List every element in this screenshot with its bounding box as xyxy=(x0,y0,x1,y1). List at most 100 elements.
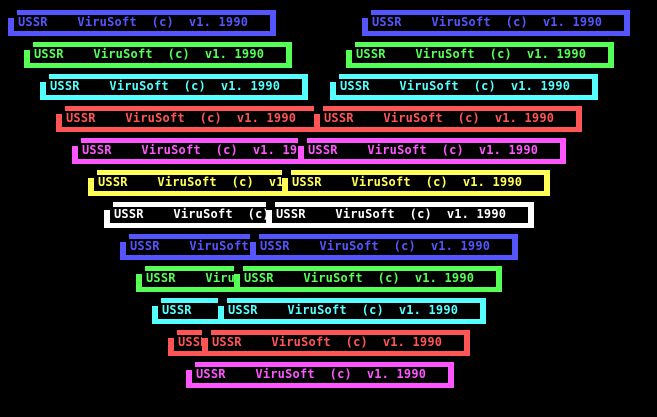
left-banner-2: USSR ViruSoft (c) v1. 1990 xyxy=(40,74,308,100)
banner-product: ViruSoft xyxy=(303,271,363,285)
banner-org: USSR xyxy=(114,207,144,221)
banner-frame-bar-right xyxy=(576,106,582,132)
banner-org: USSR xyxy=(356,47,386,61)
banner-frame-bar-bottom xyxy=(72,159,340,164)
banner-frame-bar-left xyxy=(168,338,174,356)
banner-text: USSR ViruSoft (c) v1. 1990 xyxy=(34,48,264,61)
banner-org: USSR xyxy=(260,239,290,253)
banner-text: USSR ViruSoft (c) v1. 1990 xyxy=(340,80,570,93)
banner-copyright: (c) xyxy=(231,175,254,189)
banner-frame-bar-bottom xyxy=(298,159,566,164)
right-banner-7: USSR ViruSoft (c) v1. 1990 xyxy=(250,234,518,260)
banner-org: USSR xyxy=(340,79,370,93)
banner-frame-bar-left xyxy=(88,178,94,196)
banner-text: USSR ViruSoft (c) v1. 1990 xyxy=(212,336,442,349)
banner-version: v1. 1990 xyxy=(462,175,523,189)
banner-org: USSR xyxy=(50,79,80,93)
banner-version: v1. 1990 xyxy=(398,303,459,317)
banner-frame-bar-right xyxy=(528,202,534,228)
banner-org: USSR xyxy=(276,207,306,221)
banner-text: USSR ViruSoft (c) v1. 1990 xyxy=(196,368,426,381)
banner-frame-bar-right xyxy=(464,330,470,356)
banner-product: ViruSoft xyxy=(399,79,459,93)
banner-version: v1. 1990 xyxy=(236,111,297,125)
banner-frame-bar-top xyxy=(355,42,614,47)
banner-frame-bar-right xyxy=(496,266,502,292)
right-banner-6: USSR ViruSoft (c) v1. 1990 xyxy=(266,202,534,228)
banner-org: USSR xyxy=(372,15,402,29)
banner-org: USSR xyxy=(212,335,242,349)
banner-copyright: (c) xyxy=(151,15,174,29)
banner-product: ViruSoft xyxy=(141,143,201,157)
banner-copyright: (c) xyxy=(167,47,190,61)
banner-copyright: (c) xyxy=(247,207,270,221)
banner-frame-bar-bottom xyxy=(362,31,630,36)
banner-frame-bar-left xyxy=(40,82,46,100)
banner-frame-bar-right xyxy=(624,10,630,36)
banner-org: USSR xyxy=(308,143,338,157)
banner-frame-bar-bottom xyxy=(8,31,276,36)
banner-frame-bar-left xyxy=(330,82,336,100)
left-banner-3: USSR ViruSoft (c) v1. 1990 xyxy=(56,106,324,132)
banner-frame-bar-left xyxy=(250,242,256,260)
banner-frame-bar-bottom xyxy=(186,383,454,388)
banner-frame-bar-bottom xyxy=(218,319,486,324)
banner-org: USSR xyxy=(244,271,274,285)
banner-copyright: (c) xyxy=(199,111,222,125)
right-banner-11: USSR ViruSoft (c) v1. 1990 xyxy=(186,362,454,388)
banner-frame-bar-top xyxy=(291,170,550,175)
banner-frame-bar-top xyxy=(259,234,518,239)
banner-frame-bar-left xyxy=(8,18,14,36)
banner-text: USSR ViruSoft (c) v1. 1990 xyxy=(308,144,538,157)
right-banner-9: USSR ViruSoft (c) v1. 1990 xyxy=(218,298,486,324)
banner-org: USSR xyxy=(292,175,322,189)
banner-org: USSR xyxy=(66,111,96,125)
banner-product: ViruSoft xyxy=(173,207,233,221)
right-banner-3: USSR ViruSoft (c) v1. 1990 xyxy=(314,106,582,132)
banner-version: v1. 1990 xyxy=(204,47,265,61)
banner-frame-bar-right xyxy=(448,362,454,388)
banner-frame-bar-right xyxy=(560,138,566,164)
banner-frame-bar-top xyxy=(49,74,308,79)
banner-frame-bar-bottom xyxy=(40,95,308,100)
banner-frame-bar-top xyxy=(211,330,470,335)
banner-frame-bar-left xyxy=(24,50,30,68)
banner-frame-bar-top xyxy=(33,42,292,47)
banner-text: USSR ViruSoft (c) v1. 1990 xyxy=(18,16,248,29)
banner-text: USSR ViruSoft (c) v1. 1990 xyxy=(244,272,474,285)
banner-frame-bar-left xyxy=(120,242,126,260)
banner-text: USSR ViruSoft (c) v1. 1990 xyxy=(356,48,586,61)
banner-copyright: (c) xyxy=(409,207,432,221)
banner-product: ViruSoft xyxy=(431,15,491,29)
right-banner-10: USSR ViruSoft (c) v1. 1990 xyxy=(202,330,470,356)
banner-org: USSR xyxy=(228,303,258,317)
banner-frame-bar-left xyxy=(362,18,368,36)
banner-frame-bar-right xyxy=(592,74,598,100)
banner-org: USSR xyxy=(82,143,112,157)
banner-frame-bar-bottom xyxy=(282,191,550,196)
banner-product: ViruSoft xyxy=(351,175,411,189)
right-banner-2: USSR ViruSoft (c) v1. 1990 xyxy=(330,74,598,100)
banner-frame-bar-bottom xyxy=(88,191,356,196)
banner-version: v1. 1990 xyxy=(494,111,555,125)
banner-product: ViruSoft xyxy=(287,303,347,317)
banner-frame-bar-left xyxy=(202,338,208,356)
banner-frame-bar-left xyxy=(72,146,78,164)
banner-text: USSR ViruSoft (c) v1. 1990 xyxy=(292,176,522,189)
banner-version: v1. 1990 xyxy=(382,335,443,349)
banner-org: USSR xyxy=(162,303,192,317)
banner-frame-bar-bottom xyxy=(346,63,614,68)
banner-version: v1. 1990 xyxy=(526,47,587,61)
banner-product: ViruSoft xyxy=(271,335,331,349)
banner-copyright: (c) xyxy=(377,271,400,285)
banner-product: ViruSoft xyxy=(157,175,217,189)
right-banner-4: USSR ViruSoft (c) v1. 1990 xyxy=(298,138,566,164)
banner-copyright: (c) xyxy=(393,239,416,253)
banner-frame-bar-right xyxy=(302,74,308,100)
banner-frame-bar-top xyxy=(195,362,454,367)
banner-frame-bar-right xyxy=(480,298,486,324)
banner-org: USSR xyxy=(146,271,176,285)
banner-copyright: (c) xyxy=(489,47,512,61)
banner-copyright: (c) xyxy=(183,79,206,93)
